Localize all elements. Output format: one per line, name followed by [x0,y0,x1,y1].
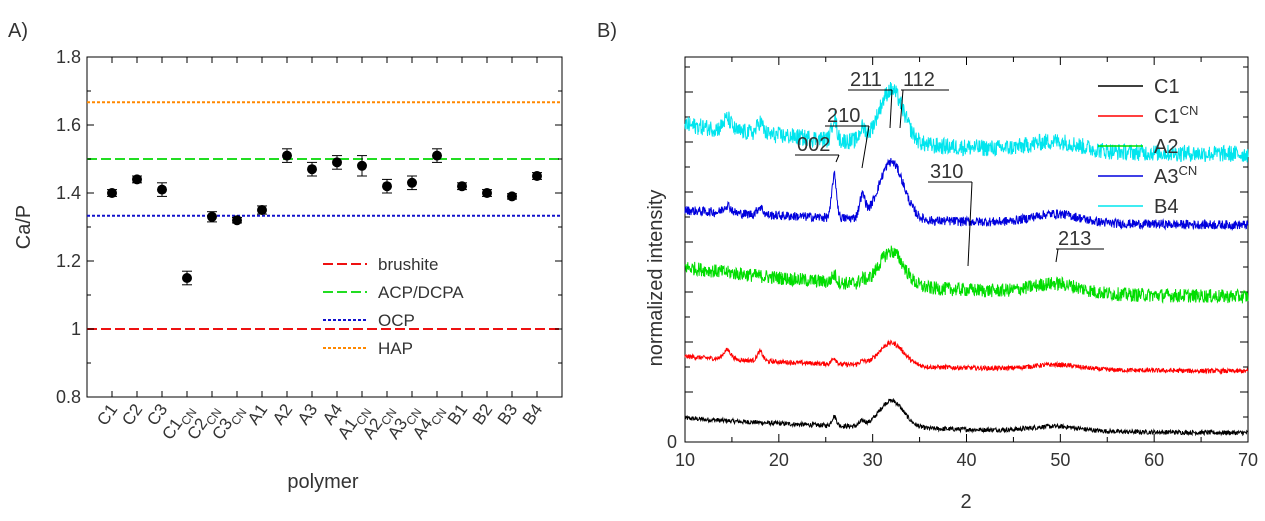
panel-a-y-ticks: 0.8 1 1.2 1.4 1.6 1.8 [56,47,562,407]
data-point [182,273,192,283]
data-point [307,164,317,175]
data-point [232,215,242,226]
panel-a-plot-frame [86,56,563,398]
peak-label-213: 213 [1058,228,1091,250]
data-point [357,160,367,171]
peak-pointer-line [835,154,840,163]
peak-label-210: 210 [827,105,860,127]
panel-b-legend: C1 C1CN A2 A3CN B4 [1098,76,1198,218]
peak-pointer-line [1055,248,1059,263]
y-tick-label: 0 [667,432,677,452]
series-line-b4 [684,81,1249,163]
data-point [507,191,517,202]
x-tick-label: B2 [469,400,496,428]
y-tick-label: 1.6 [56,115,81,135]
panel-a-y-axis-label: Ca/P [13,205,35,249]
x-tick-label: C2 [118,400,146,429]
data-point [282,150,292,161]
series-line-c1-cn [684,339,1249,375]
panel-a-x-axis-label: polymer [287,471,358,493]
y-tick-label: 0.8 [56,387,81,407]
x-tick-label: 50 [1050,450,1070,470]
data-point [332,157,342,168]
x-tick-label: 30 [863,450,883,470]
y-tick-label: 1.8 [56,47,81,67]
x-tick-label: 70 [1238,450,1258,470]
x-tick-label: A3 [294,400,321,428]
peak-label-310: 310 [930,161,963,183]
y-tick-label: 1 [71,319,81,339]
legend-label: ACP/DCPA [378,283,464,302]
x-tick-label: 20 [769,450,789,470]
panel-a-data-points [107,148,542,286]
peak-pointer-line [967,181,973,267]
panel-b: B) normalized intensity 2 10 20 30 40 50 60 70… [597,20,1258,513]
panel-b-x-axis-label: 2 [960,491,971,513]
series-line-c1 [684,398,1248,437]
peak-pointer-line [861,125,870,169]
x-tick-label: A2 [269,400,296,428]
data-point [107,188,117,198]
data-point [257,205,267,215]
legend-label: C1CN [1154,103,1198,128]
legend-label: C1 [1154,76,1180,98]
x-tick-label: B1 [444,400,471,428]
data-point [382,181,392,192]
peak-pointer-line [899,89,904,129]
data-point [157,184,167,195]
panel-b-series [684,81,1249,437]
x-tick-label: A1 [244,400,271,428]
y-tick-label: 1.2 [56,251,81,271]
legend-label: brushite [378,255,438,274]
peak-label-002: 002 [797,134,830,156]
data-point [207,211,217,222]
panel-b-x-ticks: 10 20 30 40 50 60 70 [675,57,1258,470]
series-line-a3-cn [684,157,1249,232]
x-tick-label: 40 [956,450,976,470]
data-point [132,174,142,185]
legend-label: HAP [378,339,413,358]
panel-b-y-ticks: 0 [667,66,1248,452]
x-tick-label: B4 [519,400,546,428]
data-point [482,188,492,198]
legend-label: B4 [1154,196,1178,218]
legend-label: A3CN [1154,163,1197,188]
panel-a-legend: brushite ACP/DCPA OCP HAP [323,255,464,358]
panel-b-label: B) [597,20,617,42]
y-tick-label: 1.4 [56,183,81,203]
legend-label: OCP [378,311,415,330]
panel-a-x-ticks: C1C2C3C1CNC2CNC3CNA1A2A3A4A1CNA2CNA3CNA4… [93,57,546,443]
data-point [532,171,542,181]
data-point [407,177,417,188]
data-point [432,150,442,161]
x-tick-label: C1 [93,400,121,429]
peak-label-211: 211 [850,69,882,91]
panel-a: A) Ca/P polymer 0.8 1 1.2 1.4 1.6 1.8 C1C2C3C… [8,20,563,493]
data-point [457,181,467,192]
peak-label-112: 112 [903,69,935,91]
panel-b-peak-annotations: 002 210 211 112 310 213 [795,69,1104,267]
panel-b-y-axis-label: normalized intensity [645,190,667,367]
peak-pointer-line [889,89,893,129]
legend-label: A2 [1154,136,1178,158]
x-tick-label: 60 [1144,450,1164,470]
panel-a-reference-lines [87,101,562,330]
x-tick-label: 10 [675,450,695,470]
series-line-a2 [684,245,1249,304]
panel-a-label: A) [8,20,28,42]
x-tick-label: B3 [494,400,521,428]
